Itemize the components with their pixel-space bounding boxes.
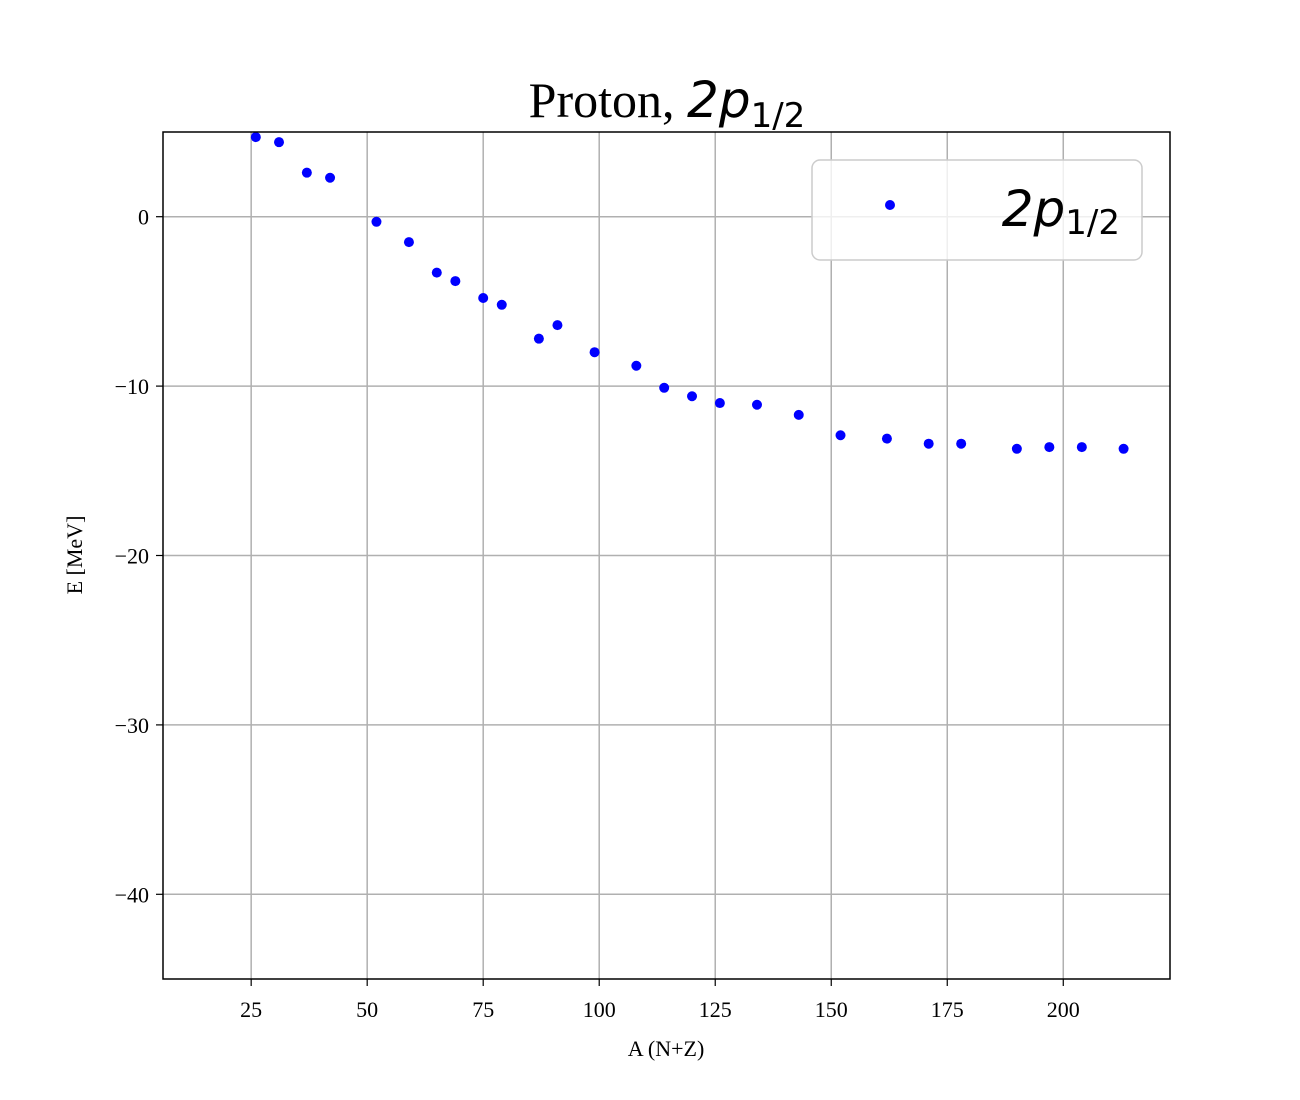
chart-title-subscript: 1/2 [751, 96, 806, 136]
x-tick-label: 200 [1047, 997, 1080, 1022]
data-point [659, 382, 670, 393]
legend-marker [885, 200, 895, 210]
y-tick-label: −20 [115, 544, 149, 569]
legend: 2p1/2 [811, 159, 1143, 261]
data-point [956, 438, 967, 449]
data-point [403, 237, 414, 248]
data-point [431, 267, 442, 278]
data-points [250, 132, 1129, 454]
x-tick-label: 100 [583, 997, 616, 1022]
data-point [589, 347, 600, 358]
data-point [552, 320, 563, 331]
data-point [1076, 442, 1087, 453]
x-tick-label: 175 [931, 997, 964, 1022]
axis-ticks: 25 50 75 100 125 150 175 200 0 −10 −20 −30 −40 [115, 205, 1080, 1022]
x-tick-label: 25 [240, 997, 262, 1022]
chart-title-prefix: Proton, [529, 72, 687, 128]
y-tick-label: 0 [138, 205, 149, 230]
legend-frame [811, 159, 1143, 261]
data-point [1118, 443, 1129, 454]
data-point [751, 399, 762, 410]
data-point [1044, 442, 1055, 453]
data-point [714, 398, 725, 409]
y-axis-title: E [MeV] [62, 516, 87, 595]
data-point [793, 409, 804, 420]
y-tick-label: −40 [115, 882, 149, 907]
data-point [478, 293, 489, 304]
y-tick-label: −10 [115, 374, 149, 399]
legend-label: 2p1/2 [1002, 180, 1120, 243]
plot-frame [162, 131, 1171, 980]
legend-label-subscript: 1/2 [1065, 203, 1120, 243]
x-tick-label: 150 [815, 997, 848, 1022]
x-tick-label: 125 [699, 997, 732, 1022]
x-tick-label: 50 [356, 997, 378, 1022]
data-point [274, 137, 285, 148]
data-point [325, 172, 336, 183]
y-tick-label: −30 [115, 713, 149, 738]
data-point [1011, 443, 1022, 454]
data-point [533, 333, 544, 344]
data-point [881, 433, 892, 444]
x-axis-title: A (N+Z) [628, 1036, 705, 1061]
data-point [835, 430, 846, 441]
legend-label-main: 2p [1002, 180, 1066, 238]
data-point [687, 391, 698, 402]
chart-title-math: 2p [687, 71, 751, 129]
data-point [496, 299, 507, 310]
data-point [250, 132, 261, 143]
data-point [450, 276, 461, 287]
x-tick-label: 75 [472, 997, 494, 1022]
chart-title: Proton, 2p1/2 [529, 71, 806, 136]
data-point [301, 167, 312, 178]
data-point [631, 360, 642, 371]
data-point [371, 216, 382, 227]
data-point [923, 438, 934, 449]
